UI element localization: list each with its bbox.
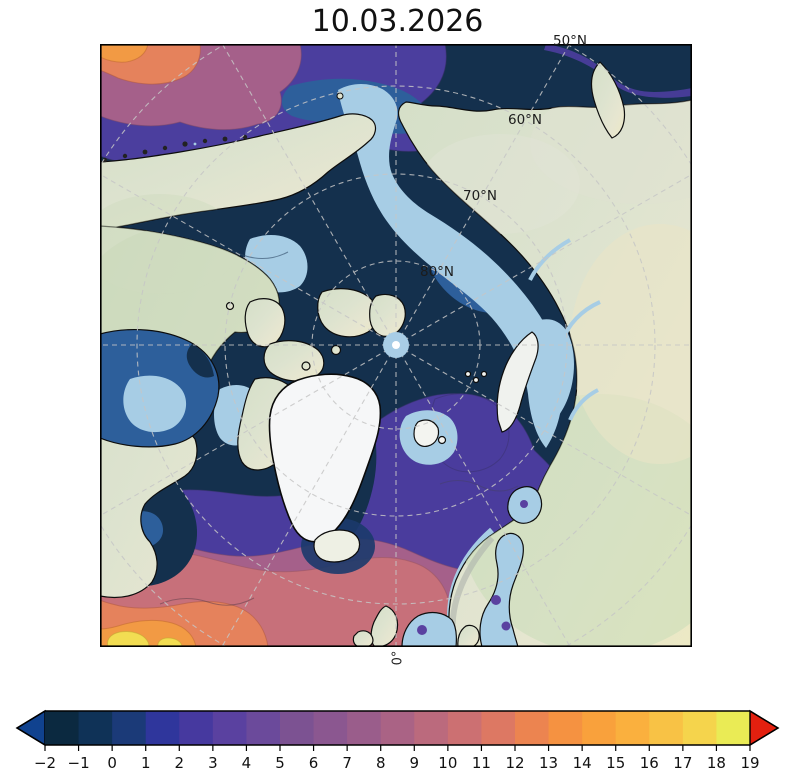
svg-text:7: 7 xyxy=(342,754,352,772)
iceland-landmass xyxy=(313,529,361,563)
svg-text:−2: −2 xyxy=(34,754,56,772)
svg-text:11: 11 xyxy=(472,754,491,772)
colorbar-canvas: −2 −1 0 1 2 3 4 5 6 7 8 9 10 11 12 13 14 15 16 17 18 19 xyxy=(15,709,780,772)
lat-label-80n: 80°N xyxy=(419,264,455,280)
svg-text:12: 12 xyxy=(505,754,524,772)
colorbar-tick-labels: −2 −1 0 1 2 3 4 5 6 7 8 9 10 11 12 13 14 15 16 17 18 19 xyxy=(34,754,760,772)
okhotsk-sea xyxy=(544,44,692,98)
colorbar-under-arrow xyxy=(15,709,46,747)
svg-text:2: 2 xyxy=(175,754,185,772)
svg-text:8: 8 xyxy=(376,754,386,772)
svg-text:16: 16 xyxy=(640,754,659,772)
map-border xyxy=(100,44,692,647)
north-pole-marker xyxy=(383,332,409,358)
svg-text:5: 5 xyxy=(275,754,285,772)
svg-text:4: 4 xyxy=(242,754,252,772)
aleutian-islands xyxy=(102,134,248,163)
north-sea-cool-patch xyxy=(417,625,427,635)
colorbar-over-arrow xyxy=(749,709,780,747)
svg-text:18: 18 xyxy=(707,754,726,772)
bering-strait-island xyxy=(336,92,344,100)
novaya-zemlya xyxy=(496,331,539,433)
lat-label-50n: 50°N xyxy=(552,33,588,49)
north-sea xyxy=(401,611,457,647)
svalbard-islands xyxy=(399,410,458,465)
lat-label-70n: 70°N xyxy=(462,188,498,204)
svg-text:13: 13 xyxy=(539,754,558,772)
plot-title: 10.03.2026 xyxy=(311,4,484,39)
svg-text:14: 14 xyxy=(573,754,592,772)
lon-label-0deg: 0° xyxy=(390,650,406,666)
lat-label-60n: 60°N xyxy=(507,112,543,128)
svg-text:6: 6 xyxy=(309,754,319,772)
svg-text:−1: −1 xyxy=(68,754,90,772)
svg-text:19: 19 xyxy=(740,754,759,772)
arctic-sst-map xyxy=(100,44,692,647)
graticule xyxy=(100,44,692,647)
temperature-colorbar: −2 −1 0 1 2 3 4 5 6 7 8 9 10 11 12 13 14 15 16 17 18 19 xyxy=(8,702,788,782)
franz-josef-land xyxy=(464,370,488,384)
colorbar-cells xyxy=(45,711,751,745)
svg-text:3: 3 xyxy=(208,754,218,772)
denmark xyxy=(457,624,480,647)
hudson-bay xyxy=(100,329,220,448)
svg-text:10: 10 xyxy=(438,754,457,772)
colorbar-ticks xyxy=(44,745,751,751)
greenland-landmass xyxy=(268,373,382,543)
svg-text:0: 0 xyxy=(107,754,117,772)
svg-text:1: 1 xyxy=(141,754,151,772)
svg-text:17: 17 xyxy=(673,754,692,772)
map-canvas xyxy=(100,44,692,647)
svg-text:15: 15 xyxy=(606,754,625,772)
baltic-sea xyxy=(479,532,524,647)
kamchatka-peninsula xyxy=(590,61,626,139)
white-sea xyxy=(507,486,543,524)
svg-text:9: 9 xyxy=(410,754,420,772)
